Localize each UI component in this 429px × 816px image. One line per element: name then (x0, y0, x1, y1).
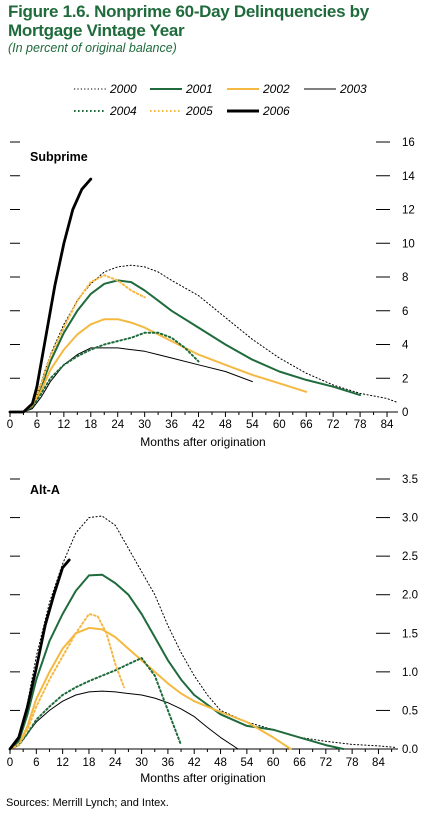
legend-swatch-2005 (150, 110, 182, 112)
subprime-x-tick-label: 12 (57, 419, 70, 431)
subprime-x-tick-label: 24 (111, 419, 124, 431)
subprime-x-tick-label: 66 (300, 419, 313, 431)
alta-x-tick-label: 72 (319, 757, 332, 769)
legend: 2000 2001 2002 2003 2004 2005 2006 (0, 82, 429, 122)
alta-series-2000 (9, 515, 397, 750)
alta-x-tick-label: 30 (135, 757, 148, 769)
alta-x-tick-label: 6 (33, 757, 39, 769)
alta-series-2003 (9, 690, 239, 750)
subprime-series-2002 (9, 318, 308, 413)
subprime-y-tick-label: 12 (402, 205, 415, 217)
subprime-series-2004 (9, 331, 200, 413)
subprime-y-tick-label: 4 (402, 340, 409, 352)
legend-label-2004: 2004 (110, 104, 137, 118)
alta-x-tick-label: 36 (162, 757, 175, 769)
alta-x-tick-label: 42 (188, 757, 201, 769)
alta-y-tick-label: 3.5 (402, 474, 418, 486)
subprime-series-2001 (9, 279, 362, 413)
subprime-x-tick-label: 18 (84, 419, 97, 431)
subprime-y-tick-label: 2 (402, 373, 408, 385)
alta-x-tick-label: 84 (372, 757, 385, 769)
alta-x-tick-label: 0 (7, 757, 13, 769)
subprime-y-tick-label: 10 (402, 238, 415, 250)
alta-series-2002 (9, 626, 292, 750)
subprime-y-tick-label: 16 (402, 137, 415, 149)
alta-y-tick-label: 1.5 (402, 628, 418, 640)
alta-series-2001 (9, 573, 345, 750)
alta-x-tick-label: 48 (214, 757, 227, 769)
alta-x-tick-label: 78 (346, 757, 359, 769)
subprime-y-tick-label: 8 (402, 272, 408, 284)
alta-y-tick-label: 0.5 (402, 705, 418, 717)
subprime-series-2006 (8, 177, 93, 414)
legend-label-2006: 2006 (263, 104, 290, 118)
alta-y-tick-label: 0.0 (402, 744, 418, 756)
subprime-x-tick-label: 42 (192, 419, 205, 431)
alta-y-tick-label: 2.5 (402, 551, 418, 563)
subprime-x-tick-label: 78 (354, 419, 367, 431)
legend-swatch-2002 (227, 88, 259, 90)
legend-label-2005: 2005 (186, 104, 213, 118)
subprime-y-tick-label: 14 (402, 171, 415, 183)
legend-label-2001: 2001 (186, 82, 213, 96)
alta-x-tick-label: 18 (83, 757, 96, 769)
figure-title: Figure 1.6. Nonprime 60-Day Delinquencie… (8, 2, 369, 40)
alta-x-tick-label: 66 (293, 757, 306, 769)
subprime-x-tick-label: 36 (165, 419, 178, 431)
subprime-y-tick-label: 0 (402, 407, 408, 419)
subprime-x-tick-label: 60 (273, 419, 286, 431)
subprime-x-tick-label: 84 (381, 419, 394, 431)
subprime-series-2000 (9, 264, 397, 413)
subprime-x-tick-label: 30 (138, 419, 151, 431)
alta-x-axis-label: Months after origination (140, 771, 265, 785)
subprime-x-tick-label: 6 (34, 419, 40, 431)
legend-label-2003: 2003 (340, 82, 367, 96)
subprime-y-tick-label: 6 (402, 306, 408, 318)
legend-swatch-2006 (227, 109, 259, 113)
legend-swatch-2004 (74, 110, 106, 112)
subprime-x-tick-label: 72 (327, 419, 340, 431)
subprime-series-2005 (9, 274, 146, 413)
subprime-panel-title: Subprime (30, 150, 88, 164)
subprime-series-2003 (9, 347, 253, 413)
alta-y-tick-label: 1.0 (402, 667, 418, 679)
figure-subtitle: (In percent of original balance) (8, 41, 177, 55)
source-note: Sources: Merrill Lynch; and Intex. (6, 797, 169, 809)
subprime-x-tick-label: 0 (7, 419, 13, 431)
alta-series-2004 (9, 657, 183, 750)
subprime-x-tick-label: 48 (219, 419, 232, 431)
alta-x-tick-label: 54 (240, 757, 253, 769)
alta-x-tick-label: 12 (56, 757, 69, 769)
alta-series-2006 (8, 558, 71, 751)
alta-x-tick-label: 60 (267, 757, 280, 769)
alta-panel-title: Alt-A (30, 483, 60, 497)
legend-label-2000: 2000 (110, 82, 137, 96)
subprime-x-axis-label: Months after origination (140, 435, 265, 449)
alta-x-tick-label: 24 (109, 757, 122, 769)
alta-series-2005 (9, 613, 125, 750)
alta-y-tick-label: 3.0 (402, 513, 418, 525)
subprime-x-tick-label: 54 (246, 419, 259, 431)
alta-y-tick-label: 2.0 (402, 590, 418, 602)
legend-label-2002: 2002 (263, 82, 290, 96)
legend-swatch-2003 (304, 88, 336, 90)
legend-swatch-2001 (150, 88, 182, 90)
